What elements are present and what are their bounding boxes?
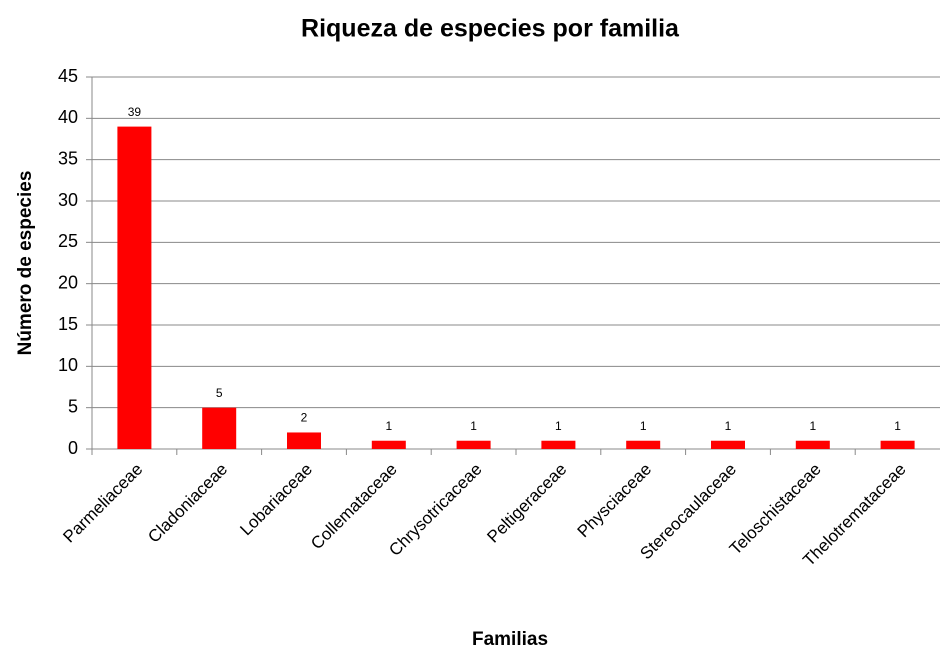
data-label: 1 — [640, 419, 647, 433]
x-tick-label: Lobariaceae — [236, 460, 316, 540]
data-label: 39 — [128, 105, 142, 119]
data-label: 1 — [809, 419, 816, 433]
chart-title: Riqueza de especies por familia — [301, 15, 680, 43]
x-tick-label: Cladoniaceae — [144, 460, 231, 547]
data-label: 1 — [555, 419, 562, 433]
y-tick-label: 45 — [58, 66, 78, 86]
y-tick-label: 25 — [58, 231, 78, 251]
y-tick-label: 20 — [58, 272, 78, 292]
x-tick-label: Teloschistaceae — [726, 460, 825, 559]
bar — [202, 407, 237, 449]
bar — [371, 440, 406, 449]
bar — [117, 126, 152, 449]
data-label: 5 — [216, 386, 223, 400]
data-label: 1 — [385, 419, 392, 433]
bar — [711, 440, 745, 449]
bar — [287, 432, 321, 449]
bar — [795, 440, 830, 449]
y-tick-label: 30 — [58, 190, 78, 210]
x-tick-label: Peltigeraceae — [483, 460, 570, 547]
x-axis-title: Familias — [472, 629, 548, 650]
y-tick-label: 5 — [68, 396, 78, 416]
data-label: 2 — [301, 411, 308, 425]
x-tick-label: Chrysotricaceae — [385, 460, 485, 560]
y-tick-label: 10 — [58, 355, 78, 375]
y-tick-label: 15 — [58, 314, 78, 334]
data-label: 1 — [725, 419, 732, 433]
data-label: 1 — [470, 419, 477, 433]
y-tick-label: 35 — [58, 148, 78, 168]
bar — [541, 440, 576, 449]
data-label: 1 — [894, 419, 901, 433]
bar — [880, 440, 915, 449]
y-tick-label: 0 — [68, 438, 78, 458]
y-tick-label: 40 — [58, 107, 78, 127]
x-tick-label: Collemataceae — [307, 460, 401, 554]
x-tick-label: Physciaceae — [574, 460, 656, 542]
bar — [456, 440, 491, 449]
bar — [626, 440, 661, 449]
y-axis-title: Número de especies — [15, 171, 36, 356]
x-tick-label: Parmeliaceae — [59, 460, 146, 547]
